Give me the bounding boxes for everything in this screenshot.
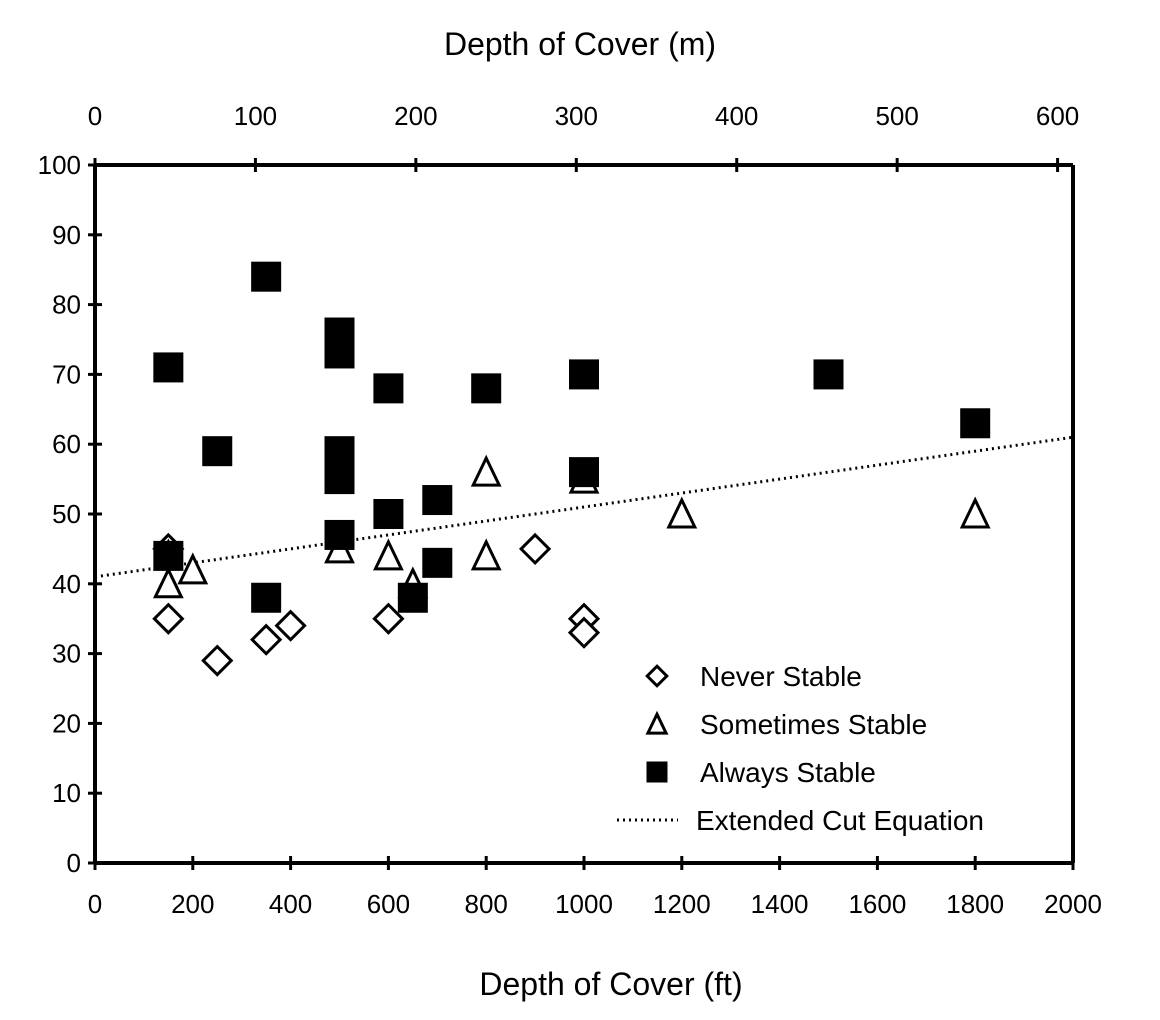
always-stable-point [813, 359, 844, 390]
x2-tick-label: 200 [394, 101, 437, 131]
sometimes-stable-point [666, 496, 698, 529]
y-tick-label: 30 [52, 639, 81, 669]
x2-tick-label: 300 [555, 101, 598, 131]
legend-sometimes-stable-label: Sometimes Stable [700, 709, 927, 740]
y-tick-label: 10 [52, 778, 81, 808]
legend-always-stable-label: Always Stable [700, 757, 876, 788]
sometimes-stable-point [470, 538, 502, 571]
always-stable-point [324, 338, 355, 369]
x-tick-label: 200 [171, 889, 214, 919]
x-tick-label: 1800 [946, 889, 1004, 919]
y-tick-label: 60 [52, 429, 81, 459]
x2-tick-label: 500 [875, 101, 918, 131]
sometimes-stable-point [373, 538, 404, 571]
x-tick-label: 600 [367, 889, 410, 919]
legend-always-stable-swatch [646, 761, 668, 783]
sometimes-stable-point [959, 496, 991, 529]
always-stable-point [324, 464, 355, 495]
x-tick-label: 1000 [555, 889, 613, 919]
always-stable-point [397, 582, 428, 613]
y-tick-label: 0 [67, 848, 81, 878]
always-stable-point [422, 547, 453, 578]
x-tick-label: 1600 [848, 889, 906, 919]
x2-tick-label: 0 [88, 101, 102, 131]
x2-tick-label: 100 [234, 101, 277, 131]
y-tick-label: 20 [52, 708, 81, 738]
always-stable-point [569, 359, 599, 390]
x2-tick-label: 600 [1036, 101, 1079, 131]
always-stable-point [153, 352, 184, 383]
never-stable-point [201, 644, 234, 677]
always-stable-point [324, 519, 355, 550]
always-stable-point [324, 436, 355, 467]
legend-never-stable-swatch [645, 664, 669, 688]
always-stable-point [373, 373, 404, 404]
never-stable-point [372, 602, 405, 635]
legend-sometimes-stable-swatch [645, 710, 669, 735]
x2-axis-title: Depth of Cover (m) [444, 26, 716, 62]
sometimes-stable-point [152, 566, 184, 599]
sometimes-stable-point [470, 454, 502, 487]
always-stable-point [471, 373, 502, 404]
x-tick-label: 2000 [1044, 889, 1102, 919]
y-tick-label: 80 [52, 290, 81, 320]
never-stable-point [152, 602, 185, 635]
x2-tick-label: 400 [715, 101, 758, 131]
never-stable-point [518, 532, 552, 566]
x-tick-label: 1200 [653, 889, 711, 919]
x-tick-label: 0 [88, 889, 102, 919]
always-stable-point [251, 582, 282, 613]
x-axis-title: Depth of Cover (ft) [479, 966, 742, 1002]
y-tick-label: 70 [52, 359, 81, 389]
sometimes-stable-point [177, 552, 209, 585]
y-tick-label: 40 [52, 569, 81, 599]
y-tick-label: 50 [52, 499, 81, 529]
never-stable-point [274, 609, 307, 642]
y-tick-label: 100 [38, 150, 81, 180]
always-stable-point [960, 408, 991, 439]
always-stable-point [202, 436, 233, 467]
x-tick-label: 400 [269, 889, 312, 919]
always-stable-point [373, 499, 404, 529]
never-stable-point [567, 616, 601, 649]
always-stable-point [422, 485, 453, 516]
extended-cut-equation-line [94, 435, 1074, 579]
never-stable-point [250, 623, 283, 656]
x-tick-label: 1400 [751, 889, 809, 919]
legend: Never Stable Sometimes Stable Always Stabl… [617, 661, 984, 836]
legend-never-stable-label: Never Stable [700, 661, 862, 692]
legend-extended-cut-equation-label: Extended Cut Equation [696, 805, 984, 836]
y-tick-label: 90 [52, 220, 81, 250]
x-tick-label: 800 [465, 889, 508, 919]
always-stable-point [153, 540, 184, 571]
always-stable-point [569, 457, 599, 488]
always-stable-point [251, 261, 282, 292]
